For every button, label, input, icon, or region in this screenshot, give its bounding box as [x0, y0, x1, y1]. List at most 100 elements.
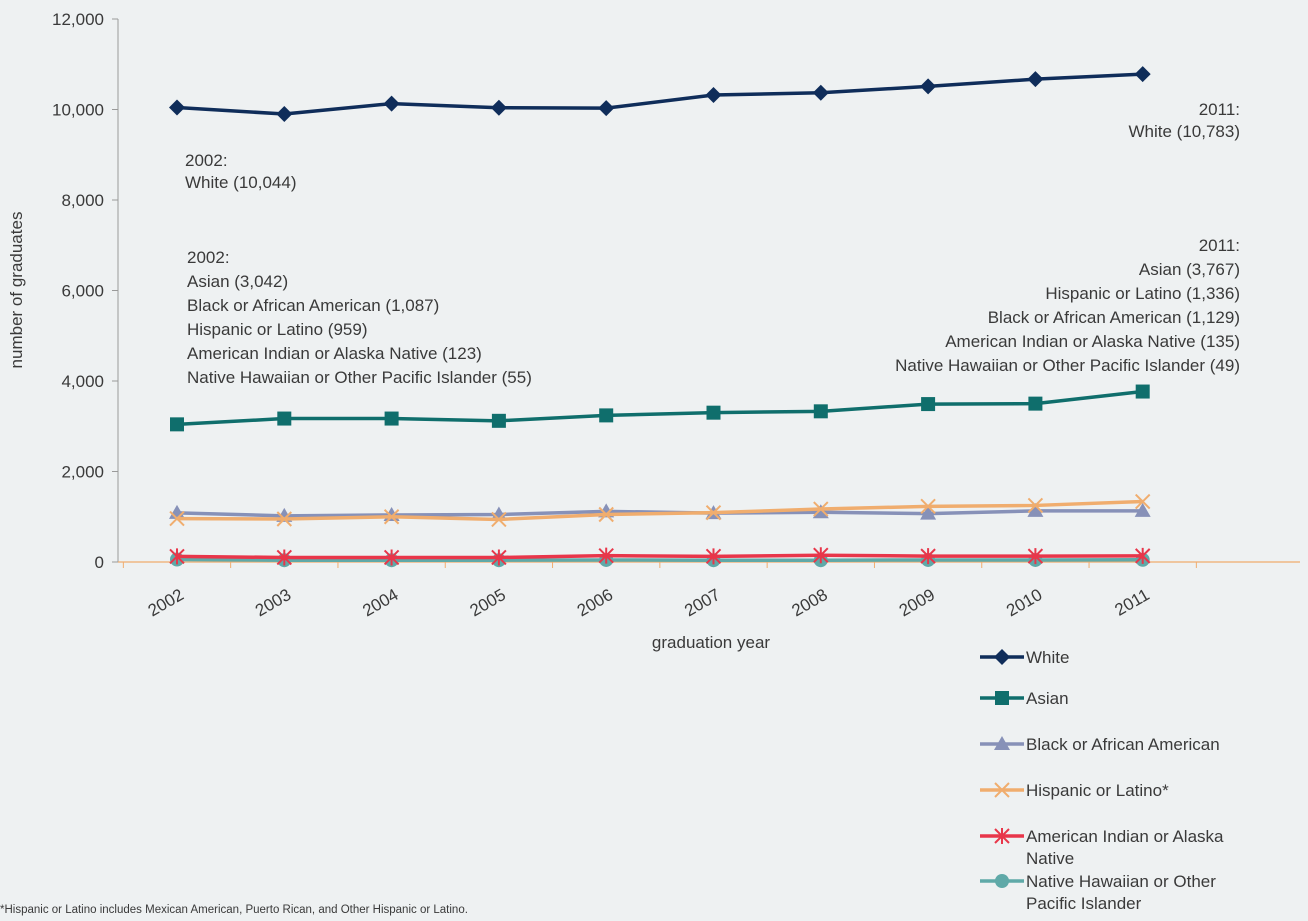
- legend-label: Hispanic or Latino*: [1026, 781, 1169, 800]
- data-point: [813, 501, 829, 517]
- series-asian: [170, 384, 1150, 432]
- x-tick-label: 2004: [359, 585, 401, 620]
- series-line: [176, 72, 1143, 116]
- data-point: [1027, 548, 1044, 565]
- series-line: [176, 557, 1143, 562]
- data-point: [813, 404, 828, 419]
- data-point: [170, 417, 184, 432]
- data-point: [491, 511, 507, 528]
- legend-item: Black or African American: [980, 735, 1220, 754]
- legend-swatch-marker: [994, 782, 1010, 798]
- data-point: [1027, 71, 1044, 88]
- data-point: [598, 547, 614, 564]
- data-point: [598, 506, 614, 523]
- data-point: [812, 504, 829, 519]
- data-point: [1027, 502, 1044, 517]
- data-point: [383, 509, 400, 525]
- series-line: [176, 553, 1143, 560]
- data-point: [812, 84, 829, 101]
- annotation-others-2002: Asian (3,042): [187, 272, 288, 291]
- y-tick-label: 8,000: [61, 191, 104, 210]
- data-point: [276, 106, 293, 123]
- annotation-others-2002: American Indian or Alaska Native (123): [187, 344, 482, 363]
- annotation-others-2011: American Indian or Alaska Native (135): [945, 332, 1240, 351]
- data-point: [920, 498, 936, 515]
- series-american-indian-or-alaska-native: [169, 547, 1151, 566]
- data-point: [705, 87, 722, 104]
- legend-label-line: Native Hawaiian or Other: [1026, 872, 1216, 891]
- data-point: [384, 411, 399, 426]
- data-point: [169, 99, 185, 116]
- series-line: [176, 499, 1143, 522]
- y-axis-title: number of graduates: [7, 212, 26, 369]
- data-point: [813, 547, 829, 564]
- data-point: [705, 548, 722, 565]
- legend-swatch-marker: [995, 874, 1009, 888]
- x-tick-label: 2009: [896, 585, 938, 620]
- legend-item: Asian: [980, 689, 1069, 708]
- data-point: [1028, 396, 1043, 411]
- x-tick-label: 2003: [252, 585, 294, 620]
- annotation-others-2002: Black or African American (1,087): [187, 296, 439, 315]
- data-point: [921, 397, 936, 412]
- data-point: [706, 405, 721, 420]
- annotation-others-2011: Black or African American (1,129): [988, 308, 1240, 327]
- data-point: [1134, 547, 1151, 564]
- legend-item: Native Hawaiian or Other Pacific Islander: [980, 872, 1216, 913]
- data-point: [920, 78, 937, 95]
- x-tick-label: 2007: [681, 585, 723, 620]
- data-point: [276, 511, 293, 527]
- annotation-white-2002: White (10,044): [185, 173, 297, 192]
- series-line: [176, 389, 1143, 427]
- data-point: [490, 506, 507, 521]
- data-point: [598, 100, 615, 117]
- legend-swatch-marker: [995, 691, 1009, 705]
- legend-label: Native Hawaiian or Other Pacific Islander: [1026, 872, 1216, 913]
- data-point: [169, 510, 185, 527]
- annotation-white-2011: 2011:: [1199, 100, 1240, 119]
- annotation-others-2011: 2011:: [1199, 236, 1240, 255]
- data-point: [599, 408, 614, 423]
- annotation-white-2011: White (10,783): [1129, 122, 1241, 141]
- series-hispanic-or-latino: [169, 493, 1151, 528]
- data-point: [1134, 66, 1151, 83]
- legend-label-line: Native: [1026, 849, 1074, 868]
- annotation-others-2011: Hispanic or Latino (1,336): [1045, 284, 1240, 303]
- footnote: *Hispanic or Latino includes Mexican Ame…: [0, 904, 468, 916]
- y-tick-label: 4,000: [61, 372, 104, 391]
- legend-item: Hispanic or Latino*: [980, 781, 1169, 800]
- y-tick-label: 10,000: [52, 101, 104, 120]
- y-tick-label: 12,000: [52, 10, 104, 29]
- data-point: [1134, 493, 1151, 510]
- legend-label: Asian: [1026, 689, 1069, 708]
- annotation-white-2002: 2002:: [185, 151, 228, 170]
- annotation-others-2002: Hispanic or Latino (959): [187, 320, 367, 339]
- y-tick-label: 2,000: [61, 463, 104, 482]
- data-point: [920, 505, 937, 520]
- x-axis-title: graduation year: [652, 633, 770, 652]
- x-tick-label: 2002: [145, 585, 187, 620]
- data-point: [920, 548, 936, 565]
- legend-label: American Indian or Alaska Native: [1026, 827, 1224, 868]
- legend-item: White: [980, 648, 1069, 667]
- y-tick-label: 0: [95, 553, 104, 572]
- data-point: [383, 95, 400, 112]
- annotation-others-2011: Native Hawaiian or Other Pacific Islande…: [895, 356, 1240, 375]
- data-point: [277, 411, 292, 426]
- x-tick-label: 2005: [467, 585, 509, 620]
- data-point: [1134, 502, 1151, 517]
- legend-swatch-marker: [994, 736, 1010, 750]
- legend-label-line: American Indian or Alaska: [1026, 827, 1224, 846]
- legend-swatch-marker: [994, 828, 1010, 844]
- x-tick-label: 2006: [574, 585, 616, 620]
- x-tick-label: 2011: [1112, 585, 1153, 620]
- legend-swatch-marker: [994, 649, 1010, 665]
- x-tick-label: 2008: [789, 585, 831, 620]
- data-point: [491, 549, 507, 566]
- series-white: [169, 66, 1151, 123]
- annotation-others-2002: Native Hawaiian or Other Pacific Islande…: [187, 368, 532, 387]
- data-point: [1135, 384, 1150, 399]
- data-point: [169, 548, 185, 565]
